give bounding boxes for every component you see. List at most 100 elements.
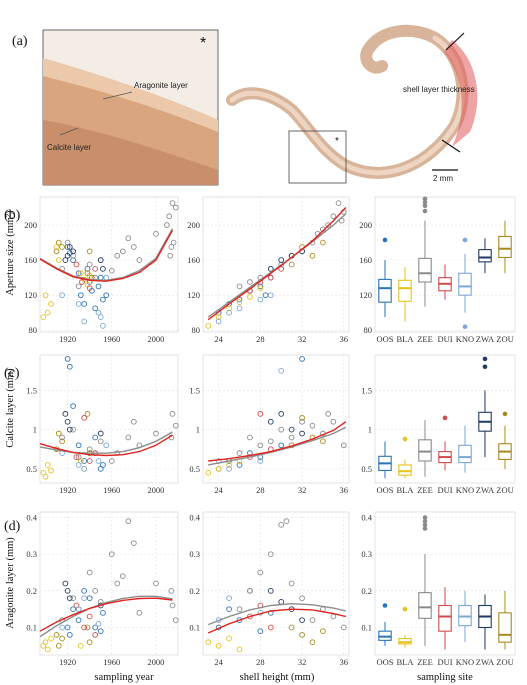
point-bla bbox=[77, 270, 84, 277]
chart-d-year: 0.1 0.2 0.3 0.4 1920 1960 2000 bbox=[26, 511, 179, 667]
point-zee bbox=[169, 200, 176, 206]
x-tick-label: 2000 bbox=[147, 334, 164, 344]
point-bla bbox=[42, 639, 49, 646]
x-tick-label: 36 bbox=[340, 334, 349, 344]
panel-label-c: (c) bbox=[4, 366, 20, 381]
x-tick-label: 28 bbox=[256, 334, 265, 344]
point-zee bbox=[340, 624, 347, 631]
point-zwa bbox=[97, 257, 104, 263]
zoom-asterisk: * bbox=[335, 136, 339, 147]
point-dui bbox=[86, 613, 93, 620]
y-tick-label: 1.5 bbox=[26, 385, 37, 395]
trend-line-red bbox=[39, 597, 173, 632]
point-zee bbox=[267, 438, 274, 445]
x-tick-label: 1960 bbox=[103, 485, 120, 495]
category-label-zou: ZOU bbox=[496, 657, 513, 667]
trend-line-red bbox=[207, 207, 347, 321]
point-dui bbox=[73, 454, 80, 460]
point-oos bbox=[70, 606, 76, 613]
category-label-kno: KNO bbox=[456, 657, 474, 667]
point-kno bbox=[226, 595, 232, 602]
point-dui bbox=[92, 631, 99, 638]
y-tick-label: 0.3 bbox=[26, 549, 37, 559]
point-zwa bbox=[278, 411, 285, 417]
outlier-dui bbox=[442, 415, 448, 421]
point-zee bbox=[236, 606, 243, 613]
point-kno bbox=[100, 323, 106, 329]
point-zwa bbox=[62, 257, 69, 263]
point-zwa bbox=[70, 248, 76, 255]
y-tick-label: 1 bbox=[196, 425, 200, 435]
plot-frame bbox=[202, 511, 350, 656]
y-tick-label: 1 bbox=[33, 425, 37, 435]
y-tick-label: 200 bbox=[187, 220, 200, 230]
point-bla bbox=[48, 301, 54, 307]
point-zee bbox=[75, 454, 82, 460]
y-tick-label: 0.1 bbox=[26, 623, 37, 633]
point-zee bbox=[75, 283, 82, 290]
category-label-zou: ZOU bbox=[496, 485, 513, 495]
box-zee bbox=[418, 439, 432, 462]
box-zee bbox=[418, 592, 432, 619]
point-zwa bbox=[66, 244, 73, 250]
category-label-oos: OOS bbox=[376, 657, 393, 667]
point-bla bbox=[205, 323, 212, 329]
point-oos bbox=[66, 631, 73, 638]
x-tick-label: 36 bbox=[340, 485, 349, 495]
point-bla bbox=[215, 466, 222, 472]
point-zwa bbox=[62, 411, 69, 417]
point-oos bbox=[64, 356, 71, 362]
thickness-tick-bottom bbox=[441, 139, 461, 153]
point-oos bbox=[92, 434, 99, 441]
xlabel-year: sampling year bbox=[94, 672, 154, 683]
point-zee bbox=[130, 540, 137, 547]
point-zee bbox=[278, 426, 285, 433]
point-kno bbox=[75, 462, 82, 468]
point-zee bbox=[136, 609, 143, 616]
point-bla bbox=[44, 462, 51, 468]
point-dui bbox=[257, 411, 264, 417]
category-label-zou: ZOU bbox=[496, 334, 513, 344]
point-oos bbox=[278, 442, 285, 449]
point-kno bbox=[226, 309, 232, 316]
category-label-zee: ZEE bbox=[417, 657, 433, 667]
outlier-zee bbox=[422, 196, 428, 202]
point-zee bbox=[257, 442, 264, 449]
shell-photo: shell layer thickness * 2 mm bbox=[226, 24, 478, 184]
point-kno bbox=[95, 620, 102, 627]
outlier-zee bbox=[422, 526, 428, 531]
point-dui bbox=[92, 266, 99, 272]
point-oos bbox=[75, 442, 82, 449]
point-zou bbox=[320, 628, 326, 635]
trend-line-grey bbox=[208, 426, 347, 466]
plot-frame bbox=[202, 196, 350, 333]
point-bla bbox=[226, 635, 232, 642]
y-tick-label: 80 bbox=[192, 325, 201, 335]
point-kno bbox=[215, 318, 222, 325]
point-bla bbox=[48, 467, 54, 474]
point-zee bbox=[299, 595, 305, 602]
box-kno bbox=[458, 272, 472, 296]
chart-b-year: 80 120 160 200 1920 1960 2000 bbox=[24, 196, 179, 344]
point-oos bbox=[226, 606, 232, 613]
point-oos bbox=[77, 292, 84, 299]
thickness-tick-top bbox=[445, 32, 465, 51]
point-zee bbox=[169, 411, 176, 417]
point-zee bbox=[278, 521, 285, 528]
y-tick-label: 200 bbox=[359, 220, 372, 230]
point-kno bbox=[103, 442, 110, 449]
aragonite-band bbox=[43, 58, 218, 132]
category-label-oos: OOS bbox=[376, 485, 393, 495]
chart-d-height: 0.1 0.2 0.3 0.4 24 28 32 36 bbox=[189, 511, 350, 667]
box-zou bbox=[498, 235, 512, 259]
panel-label-d: (d) bbox=[4, 519, 21, 534]
point-zee bbox=[288, 434, 295, 441]
outlier-zwa bbox=[482, 364, 488, 370]
box-zee bbox=[418, 257, 432, 283]
x-tick-label: 2000 bbox=[147, 657, 164, 667]
point-zee bbox=[330, 213, 337, 220]
category-label-kno: KNO bbox=[456, 485, 474, 495]
point-oos bbox=[66, 363, 73, 370]
aragonite-pointer bbox=[102, 91, 133, 100]
point-zee bbox=[119, 573, 126, 580]
